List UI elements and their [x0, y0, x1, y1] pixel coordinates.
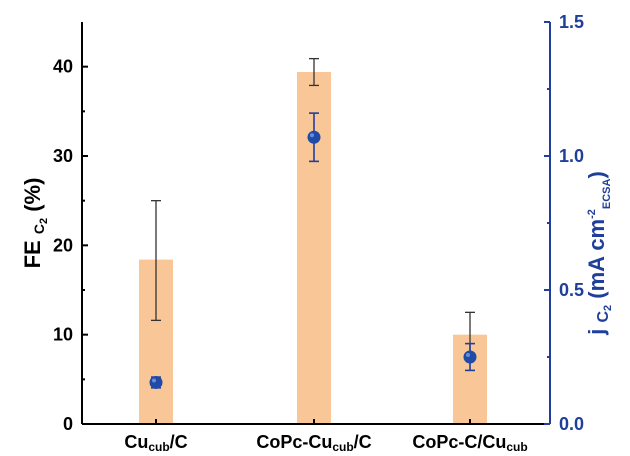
y-left-axis-title: FE C2 (%) [20, 178, 50, 269]
x-category-label-1: Cucub/C [124, 432, 187, 454]
y-right-title-sub: C [595, 311, 612, 323]
point-marker-3 [463, 350, 477, 364]
y-left-title-unit: (%) [20, 178, 45, 218]
axes-layer [81, 21, 551, 425]
x-category-label-3: CoPc-C/Cucub [412, 432, 527, 454]
x-category-sub-1: cub [148, 440, 169, 454]
x-category-suffix-2: /C [354, 432, 372, 452]
x-category-suffix-1: /C [170, 432, 188, 452]
y-right-title-sub2: ECSA [601, 178, 613, 209]
point-highlight-2 [310, 133, 314, 138]
y-right-title-close: ) [584, 171, 609, 178]
y-right-title-sup: -2 [586, 209, 598, 219]
y-left-tick-label-4: 40 [53, 57, 73, 77]
y-left-tick-label-3: 30 [53, 146, 73, 166]
point-marker-2 [307, 130, 321, 144]
x-category-main-3: CoPc-C/Cu [412, 432, 506, 452]
y-left-title-main: FE [20, 234, 45, 268]
points-layer [149, 112, 477, 389]
y-right-tick-label-3: 1.5 [559, 12, 584, 32]
point-highlight-1 [152, 378, 156, 383]
bars-layer [139, 72, 487, 424]
y-right-axis-title: j C2 (mA cm-2ECSA) [584, 171, 614, 336]
x-category-main-2: CoPc-Cu [256, 432, 332, 452]
y-left-title-sub: C [31, 224, 47, 234]
y-left-tick-label-0: 0 [63, 414, 73, 434]
x-category-sub-3: cub [506, 440, 527, 454]
y-right-title-main: j [584, 323, 609, 336]
point-highlight-3 [466, 353, 470, 357]
point-marker-1 [149, 375, 163, 389]
y-right-title-unit: (mA cm [584, 219, 609, 305]
y-left-title-subsub: 2 [38, 218, 50, 224]
y-right-tick-label-2: 1.0 [559, 146, 584, 166]
y-right-tick-label-0: 0.0 [559, 414, 584, 434]
x-category-main-1: Cu [124, 432, 148, 452]
y-right-tick-label-1: 0.5 [559, 280, 584, 300]
y-left-tick-label-1: 10 [53, 325, 73, 345]
y-right-title-subsub: 2 [602, 305, 614, 311]
y-left-tick-label-2: 20 [53, 235, 73, 255]
x-category-sub-2: cub [332, 440, 353, 454]
x-category-label-2: CoPc-Cucub/C [256, 432, 371, 454]
